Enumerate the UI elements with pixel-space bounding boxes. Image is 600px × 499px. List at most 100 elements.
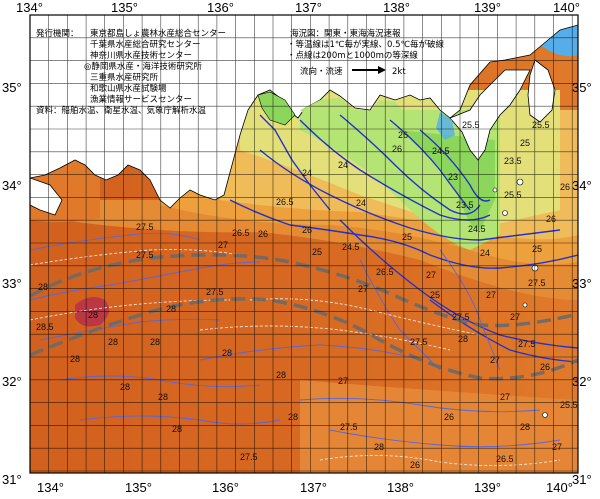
contour-label: 26 bbox=[258, 229, 268, 239]
contour-label: 28 bbox=[70, 354, 80, 364]
contour-label: 26 bbox=[546, 214, 556, 224]
lat-label-right: 31° bbox=[572, 472, 592, 487]
lon-label-bottom: 137° bbox=[300, 480, 327, 495]
lon-label-top: 140° bbox=[553, 0, 580, 15]
source-info-block: 発行機関： 東京都島しょ農林水産総合センター 千葉県水産総合研究センター 神奈川… bbox=[36, 28, 226, 116]
contour-label: 27.5 bbox=[136, 250, 154, 260]
contour-label: 26 bbox=[302, 225, 312, 235]
contour-label: 26 bbox=[540, 362, 550, 372]
contour-label: 27 bbox=[552, 442, 562, 452]
contour-label: 25 bbox=[532, 244, 542, 254]
source-heading: 発行機関： bbox=[36, 28, 79, 39]
latitude-labels-left: 35° 34° 33° 32° 31° bbox=[2, 80, 22, 487]
lat-label-left: 35° bbox=[2, 80, 22, 95]
contour-label: 28 bbox=[38, 282, 48, 292]
contour-label: 23.5 bbox=[504, 156, 522, 166]
legend-note: ・点線は200mと1000mの等深線 bbox=[287, 50, 418, 61]
contour-label: 25 bbox=[312, 247, 322, 257]
island bbox=[522, 302, 528, 308]
longitude-labels-top: 134° 135° 136° 137° 138° 139° 140° bbox=[16, 0, 580, 15]
contour-label: 27 bbox=[490, 355, 500, 365]
contour-label: 28 bbox=[150, 337, 160, 347]
contour-label: 27.5 bbox=[518, 339, 536, 349]
agency-line: 漁業情報サービスセンター bbox=[90, 94, 192, 105]
contour-label: 24 bbox=[480, 248, 490, 258]
contour-label: 28 bbox=[288, 412, 298, 422]
contour-label: 25.5 bbox=[462, 120, 480, 130]
contour-labels: 28.5 28 26 27.5 27 26.5 26 25 24.5 24 23… bbox=[36, 120, 578, 470]
current-arrow-label: 流向・流速 bbox=[300, 66, 343, 77]
lon-label-bottom: 134° bbox=[37, 480, 64, 495]
contour-label: 27 bbox=[218, 240, 228, 250]
contour-label: 27.5 bbox=[206, 287, 224, 297]
land-shikoku bbox=[30, 177, 63, 216]
contour-label: 26 bbox=[392, 144, 402, 154]
contour-label: 26 bbox=[444, 412, 454, 422]
legend-note: ・等温線は1℃毎が実線、0.5℃毎が破線 bbox=[287, 39, 445, 50]
lon-label-bottom: 140° bbox=[546, 480, 573, 495]
contour-label: 28 bbox=[222, 348, 232, 358]
contour-label: 28 bbox=[88, 310, 98, 320]
grid-lines bbox=[30, 15, 578, 473]
ise-bay-water bbox=[257, 91, 296, 126]
contour-label: 24 bbox=[302, 168, 312, 178]
lon-label-top: 135° bbox=[111, 0, 138, 15]
agency-line: 和歌山県水産試験場 bbox=[90, 83, 167, 94]
island bbox=[492, 187, 498, 193]
agency-line: 神奈川県水産技術センター bbox=[90, 50, 192, 61]
agency-line: 千葉県水産総合研究センター bbox=[90, 39, 201, 50]
lat-label-left: 31° bbox=[2, 472, 22, 487]
kii-coast-water bbox=[232, 165, 265, 200]
island bbox=[502, 210, 508, 216]
contour-label: 26.5 bbox=[276, 197, 294, 207]
contour-label: 28 bbox=[458, 334, 468, 344]
contour-label: 28 bbox=[276, 370, 286, 380]
contour-label: 24.5 bbox=[342, 242, 360, 252]
contour-label: 26 bbox=[398, 130, 408, 140]
contour-label: 28 bbox=[108, 337, 118, 347]
contour-label: 24.5 bbox=[468, 224, 486, 234]
lat-label-right: 33° bbox=[572, 276, 592, 291]
contour-label: 27.5 bbox=[410, 337, 428, 347]
lat-label-left: 32° bbox=[2, 374, 22, 389]
lat-label-left: 34° bbox=[2, 178, 22, 193]
legend-block: 海況図：関東・東海海況速報 ・等温線は1℃毎が実線、0.5℃毎が破線 ・点線は2… bbox=[287, 28, 445, 77]
longitude-labels-bottom: 134° 135° 136° 137° 138° 139° 140° bbox=[37, 480, 573, 495]
lon-label-top: 134° bbox=[16, 0, 43, 15]
contour-label: 25 bbox=[520, 138, 530, 148]
agency-line: 三重県水産研究所 bbox=[90, 72, 159, 83]
contour-label: 24 bbox=[338, 160, 348, 170]
contour-label: 28 bbox=[172, 424, 182, 434]
land-izu bbox=[449, 69, 531, 161]
contour-label: 27 bbox=[486, 290, 496, 300]
contour-label: 24.5 bbox=[432, 146, 450, 156]
lat-label-right: 35° bbox=[572, 80, 592, 95]
current-arrow-head bbox=[378, 66, 386, 74]
contour-label: 26.5 bbox=[232, 228, 250, 238]
lon-label-top: 137° bbox=[295, 0, 322, 15]
contour-label: 25 bbox=[430, 290, 440, 300]
contour-label: 26 bbox=[410, 460, 420, 470]
lon-label-top: 138° bbox=[383, 0, 410, 15]
lon-label-top: 136° bbox=[207, 0, 234, 15]
map-frame bbox=[29, 14, 579, 474]
contour-label: 28 bbox=[520, 422, 530, 432]
lon-label-bottom: 135° bbox=[125, 480, 152, 495]
latitude-labels-right: 35° 34° 33° 32° 31° bbox=[572, 80, 592, 487]
contour-label: 27 bbox=[510, 312, 520, 322]
lon-label-bottom: 138° bbox=[387, 480, 414, 495]
contour-label: 23 bbox=[448, 172, 458, 182]
contour-label: 28 bbox=[158, 392, 168, 402]
current-arrow-unit: 2kt bbox=[392, 67, 406, 77]
contour-label: 25.5 bbox=[532, 120, 550, 130]
contour-label: 25.5 bbox=[560, 400, 578, 410]
legend-title: 海況図：関東・東海海況速報 bbox=[290, 28, 401, 39]
lon-label-bottom: 136° bbox=[212, 480, 239, 495]
contour-label: 27.5 bbox=[452, 312, 470, 322]
island bbox=[516, 178, 524, 186]
contour-label: 27.5 bbox=[340, 422, 358, 432]
contour-label: 26.5 bbox=[496, 454, 514, 464]
lon-label-bottom: 139° bbox=[474, 480, 501, 495]
